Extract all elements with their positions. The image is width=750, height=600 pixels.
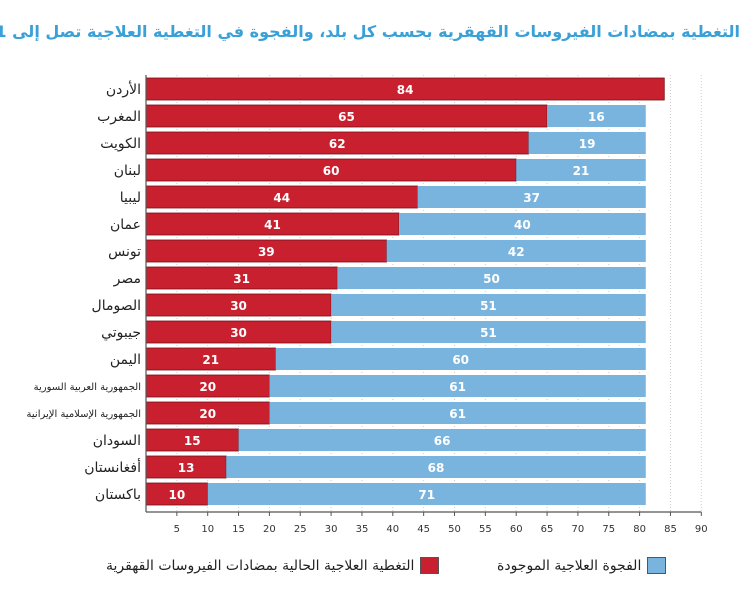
legend-label-gap: الفجوة العلاجية الموجودة (497, 557, 642, 574)
data-label: 31 (233, 272, 250, 286)
bar-gap (516, 159, 646, 181)
legend-label-coverage: التغطية العلاجية الحالية بمضادات الفيروس… (106, 557, 415, 574)
category-label: الأردن (106, 80, 141, 98)
category-label: جيبوتي (101, 325, 141, 341)
bar-gap (207, 483, 646, 505)
x-tick-label: 10 (201, 524, 214, 535)
data-label: 20 (199, 380, 216, 394)
bar-gap (337, 267, 646, 289)
data-label: 37 (523, 191, 540, 205)
data-label: 61 (449, 407, 466, 421)
legend-swatch-gap (647, 557, 667, 574)
x-tick-label: 50 (448, 524, 461, 535)
category-label: مصر (113, 271, 141, 287)
data-label: 16 (588, 110, 605, 124)
x-tick-label: 20 (263, 524, 276, 535)
data-label: 71 (418, 488, 435, 502)
x-tick-label: 5 (174, 524, 180, 535)
data-label: 51 (480, 299, 497, 313)
data-label: 60 (452, 353, 469, 367)
data-label: 15 (184, 434, 201, 448)
data-label: 30 (230, 326, 247, 340)
category-label: الكويت (100, 136, 141, 152)
data-label: 51 (480, 326, 497, 340)
bar-gap (238, 429, 646, 451)
bar-gap (417, 186, 646, 208)
data-label: 30 (230, 299, 247, 313)
data-label: 21 (573, 164, 590, 178)
bar-gap (547, 105, 646, 127)
x-tick-label: 45 (417, 524, 430, 535)
data-label: 60 (323, 164, 340, 178)
bar-gap (275, 348, 646, 370)
data-label: 68 (428, 461, 445, 475)
data-label: 21 (202, 353, 219, 367)
x-tick-label: 25 (294, 524, 307, 535)
bar-gap (226, 456, 646, 478)
category-label: اليمن (110, 352, 141, 368)
x-tick-label: 65 (541, 524, 554, 535)
x-tick-label: 75 (602, 524, 615, 535)
category-label: باكستان (95, 487, 141, 503)
x-tick-label: 30 (325, 524, 338, 535)
category-label: الجمهورية الإسلامية الإيرانية (27, 409, 141, 420)
legend-swatch-coverage (420, 557, 440, 574)
category-label: الصومال (92, 298, 141, 314)
bar-gap (386, 240, 646, 262)
bar-gap (269, 402, 646, 424)
data-label: 42 (508, 245, 525, 259)
x-tick-label: 15 (232, 524, 245, 535)
category-label: عمان (110, 217, 141, 233)
x-tick-label: 55 (479, 524, 492, 535)
bar-gap (528, 132, 646, 154)
chart-title: التغطية بمضادات الفيروسات القهقرية بحسب … (0, 22, 740, 41)
legend-item-gap: الفجوة العلاجية الموجودة (497, 557, 667, 574)
data-label: 20 (199, 407, 216, 421)
data-label: 61 (449, 380, 466, 394)
bar-gap (331, 294, 646, 316)
data-label: 19 (579, 137, 596, 151)
data-label: 39 (258, 245, 275, 259)
data-label: 66 (434, 434, 451, 448)
category-label: تونس (108, 244, 141, 260)
data-label: 65 (338, 110, 355, 124)
data-label: 13 (178, 461, 195, 475)
data-label: 50 (483, 272, 500, 286)
data-label: 62 (329, 137, 346, 151)
x-tick-label: 70 (572, 524, 585, 535)
x-tick-label: 80 (633, 524, 646, 535)
data-label: 44 (273, 191, 290, 205)
data-label: 41 (264, 218, 281, 232)
data-label: 84 (397, 83, 414, 97)
x-tick-label: 60 (510, 524, 523, 535)
legend-item-coverage: التغطية العلاجية الحالية بمضادات الفيروس… (106, 557, 440, 574)
x-tick-label: 90 (695, 524, 708, 535)
bar-gap (398, 213, 646, 235)
bar-gap (269, 375, 646, 397)
x-tick-label: 35 (356, 524, 369, 535)
data-label: 40 (514, 218, 531, 232)
category-label: ليبيا (120, 190, 141, 206)
x-tick-label: 85 (664, 524, 677, 535)
category-label: أفغانستان (84, 458, 141, 476)
bar-gap (331, 321, 646, 343)
category-label: السودان (93, 433, 141, 449)
category-label: المغرب (97, 109, 141, 125)
category-label: الجمهورية العربية السورية (34, 382, 141, 393)
category-label: لبنان (114, 163, 141, 179)
x-tick-label: 40 (386, 524, 399, 535)
data-label: 10 (168, 488, 185, 502)
